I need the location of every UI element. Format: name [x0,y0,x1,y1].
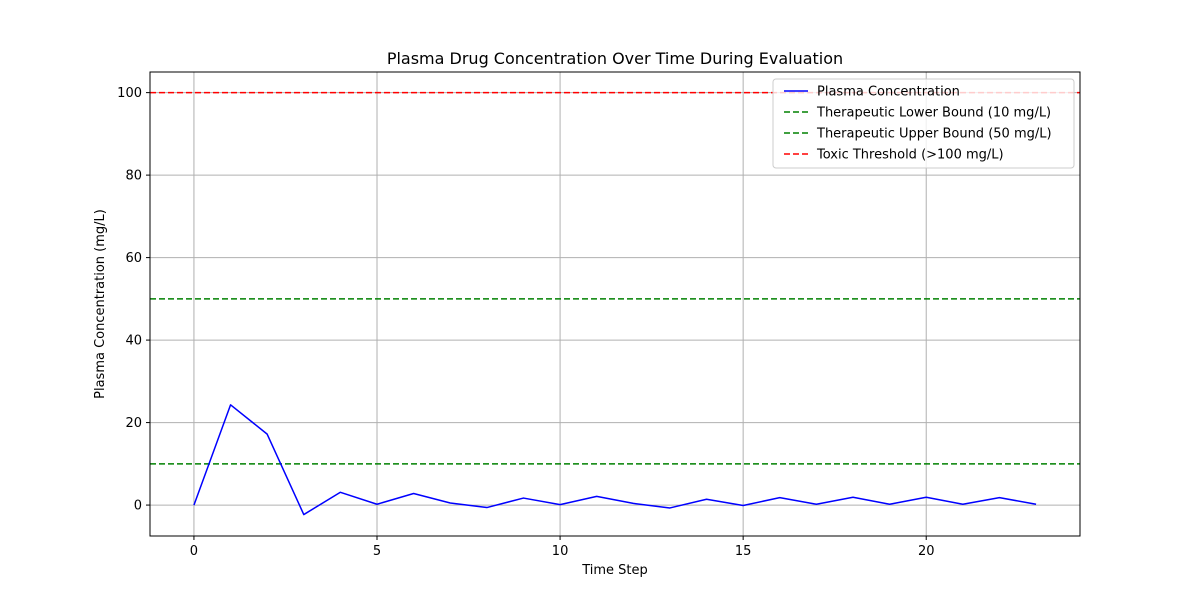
y-axis-ticks: 0 20 40 60 80 100 [117,86,150,514]
chart-title: Plasma Drug Concentration Over Time Duri… [387,49,843,68]
x-tick-label: 0 [190,544,198,559]
legend-entry-label: Toxic Threshold (>100 mg/L) [816,148,1004,163]
y-axis-label: Plasma Concentration (mg/L) [93,209,108,399]
x-tick-label: 5 [373,544,381,559]
y-tick-label: 0 [134,499,142,514]
series-lines [193,404,1037,516]
x-tick-label: 10 [552,544,569,559]
x-tick-label: 20 [918,544,935,559]
x-tick-label: 15 [735,544,752,559]
x-axis-label: Time Step [581,563,648,578]
y-tick-label: 60 [125,251,142,266]
y-tick-label: 100 [117,86,142,101]
x-axis-ticks: 0 5 10 15 20 [190,536,935,559]
legend-entry-label: Plasma Concentration [817,85,960,100]
y-tick-label: 20 [125,416,142,431]
legend-entry-label: Therapeutic Upper Bound (50 mg/L) [816,127,1052,142]
plot-frame [149,71,1081,537]
legend: Plasma Concentration Therapeutic Lower Bo… [772,78,1075,169]
legend-entry-label: Therapeutic Lower Bound (10 mg/L) [816,106,1051,121]
y-tick-label: 80 [125,169,142,184]
legend-box [772,78,1075,169]
series-line-plasma-concentration [193,404,1037,516]
y-tick-label: 40 [125,334,142,349]
